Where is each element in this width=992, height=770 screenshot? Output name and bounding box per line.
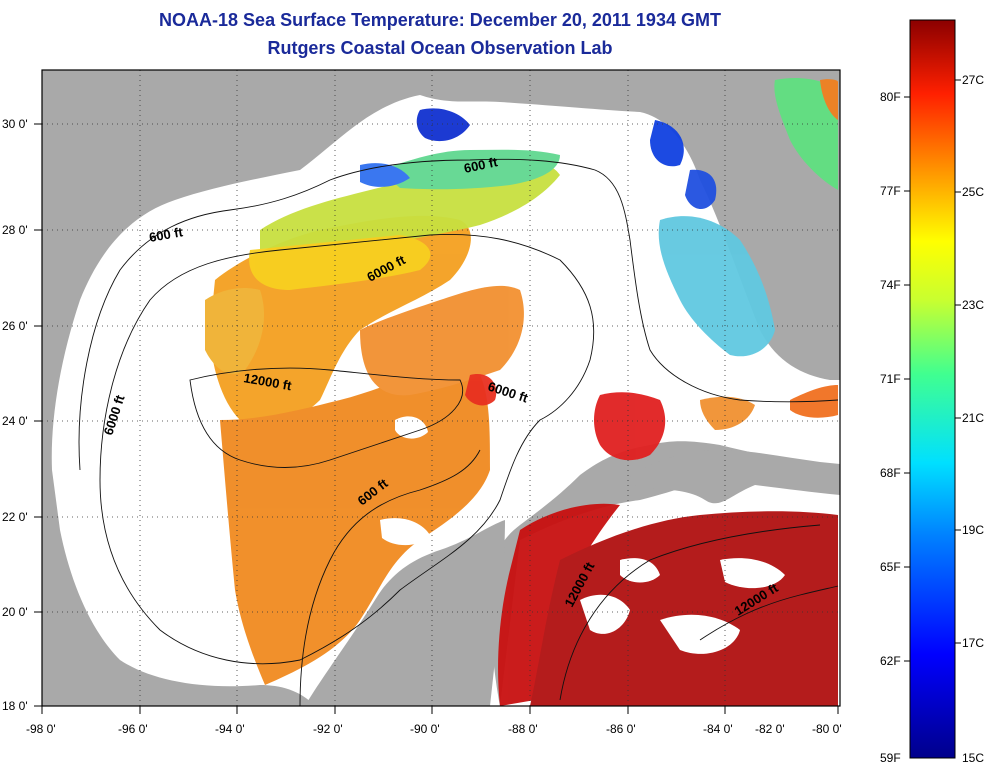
- lon-label: -98 0': [26, 722, 56, 736]
- map-title: NOAA-18 Sea Surface Temperature: Decembe…: [159, 10, 721, 30]
- celsius-label: 15C: [962, 751, 984, 765]
- lon-label: -82 0': [755, 722, 785, 736]
- sst-swath-caribbean: [465, 374, 838, 706]
- lat-label: 30 0': [2, 117, 28, 131]
- colorbar-fahrenheit-labels: 80F 77F 74F 71F 68F 65F 62F 59F: [880, 90, 901, 765]
- contour-label: 600 ft: [463, 154, 500, 176]
- lat-label: 26 0': [2, 319, 28, 333]
- lat-label: 22 0': [2, 510, 28, 524]
- lon-label: -84 0': [703, 722, 733, 736]
- plot-frame: [41, 69, 841, 707]
- contour-12000ft-carib: [559, 524, 821, 701]
- colorbar-ticks: [904, 79, 961, 662]
- celsius-label: 21C: [962, 411, 984, 425]
- lon-label: -88 0': [508, 722, 538, 736]
- cloud-gaps: [380, 416, 785, 654]
- lon-label: -90 0': [410, 722, 440, 736]
- lat-label: 28 0': [2, 223, 28, 237]
- lat-lon-grid: [42, 70, 840, 706]
- fahrenheit-label: 59F: [880, 751, 901, 765]
- contour-12000ft-carib2: [699, 585, 839, 641]
- contour-6000ft: [99, 233, 595, 665]
- lon-label: -92 0': [313, 722, 343, 736]
- bathymetry-contours: [78, 158, 839, 706]
- sst-swath-florida: [658, 78, 838, 430]
- fahrenheit-label: 62F: [880, 654, 901, 668]
- map-subtitle: Rutgers Coastal Ocean Observation Lab: [267, 38, 613, 58]
- fahrenheit-label: 77F: [880, 184, 901, 198]
- lon-label: -94 0': [215, 722, 245, 736]
- contour-12000ft: [189, 367, 464, 468]
- lat-label: 20 0': [2, 605, 28, 619]
- celsius-label: 23C: [962, 298, 984, 312]
- fahrenheit-label: 74F: [880, 278, 901, 292]
- celsius-label: 17C: [962, 636, 984, 650]
- fahrenheit-label: 80F: [880, 90, 901, 104]
- celsius-label: 19C: [962, 523, 984, 537]
- lon-label: -80 0': [812, 722, 842, 736]
- lon-label: -86 0': [606, 722, 636, 736]
- celsius-label: 27C: [962, 73, 984, 87]
- fahrenheit-label: 71F: [880, 372, 901, 386]
- lat-label: 24 0': [2, 414, 28, 428]
- latitude-labels: 18 0' 20 0' 22 0' 24 0' 26 0' 28 0' 30 0…: [2, 117, 28, 713]
- celsius-label: 25C: [962, 185, 984, 199]
- contour-600ft: [78, 158, 839, 471]
- colorbar-celsius-labels: 27C 25C 23C 21C 19C 17C 15C: [962, 73, 984, 765]
- axis-ticks: [34, 123, 839, 714]
- longitude-labels: -98 0' -96 0' -94 0' -92 0' -90 0' -88 0…: [26, 722, 842, 736]
- colorbar: [909, 19, 956, 759]
- lon-label: -96 0': [118, 722, 148, 736]
- lat-label: 18 0': [2, 699, 28, 713]
- fahrenheit-label: 65F: [880, 560, 901, 574]
- contour-600ft-yucatan: [299, 449, 481, 706]
- cuba-land: [629, 449, 840, 504]
- fahrenheit-label: 68F: [880, 466, 901, 480]
- yucatan-land: [305, 520, 505, 706]
- contour-label: 600 ft: [148, 224, 185, 245]
